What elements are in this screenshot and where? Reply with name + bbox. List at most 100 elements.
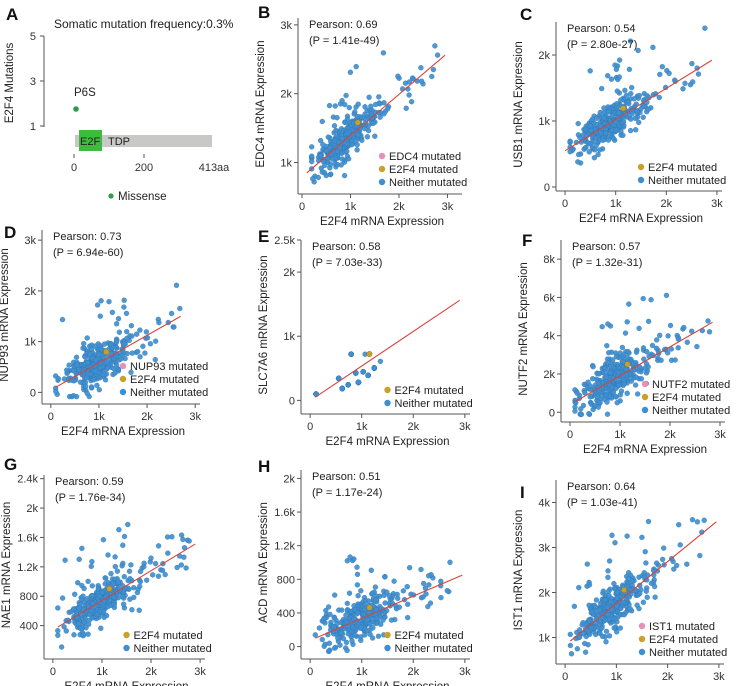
data-point [136, 607, 142, 613]
data-point [354, 147, 360, 153]
data-point [108, 570, 114, 577]
data-point [578, 411, 584, 418]
data-point [406, 565, 413, 571]
data-point [574, 646, 581, 652]
fit-line [564, 59, 713, 152]
legend-marker [638, 648, 646, 656]
data-point [116, 329, 123, 335]
data-point [619, 344, 626, 351]
data-point [600, 137, 606, 144]
data-point [81, 585, 87, 592]
data-point [121, 304, 127, 310]
data-point [605, 73, 611, 79]
data-point [604, 399, 610, 405]
mutation-lollipop-point [73, 106, 79, 112]
y-tick-label: 3k [538, 543, 550, 555]
x-tick-label: 3k [194, 666, 206, 678]
data-point [137, 354, 143, 360]
data-point [77, 379, 84, 385]
data-point [641, 103, 647, 109]
data-point [588, 625, 595, 631]
data-point [597, 600, 604, 606]
y-axis-label: ACD mRNA Expression [258, 502, 270, 623]
data-point [391, 578, 397, 584]
data-point [637, 590, 643, 597]
data-point [128, 562, 134, 568]
data-point [100, 537, 107, 543]
p-value-text: (P = 1.41e-49) [309, 35, 379, 47]
data-point [358, 637, 364, 644]
data-point [598, 130, 604, 137]
data-point [613, 354, 620, 360]
data-point [319, 118, 325, 125]
legend-label: E2F4 mutated [652, 392, 721, 404]
data-point [578, 406, 584, 412]
data-point [169, 534, 175, 540]
y-tick-label: 1k [538, 116, 550, 128]
data-point [642, 549, 648, 555]
data-point [625, 99, 631, 105]
data-point [362, 126, 368, 132]
data-point [652, 594, 658, 600]
panel-a-xtick-label: 0 [71, 162, 77, 174]
data-point [336, 375, 342, 381]
data-point [76, 556, 82, 562]
data-point [600, 588, 607, 594]
data-point [635, 47, 641, 54]
pearson-text: Pearson: 0.69 [309, 19, 378, 31]
data-point [147, 341, 154, 347]
data-point [59, 316, 66, 323]
panel-label: H [258, 457, 270, 476]
data-point [321, 643, 327, 649]
pearson-text: Pearson: 0.51 [312, 471, 381, 483]
y-tick-label: 1k [24, 337, 36, 349]
x-tick-label: 3k [442, 201, 454, 213]
data-point [606, 108, 612, 115]
fit-line [569, 521, 717, 642]
data-point [129, 607, 135, 613]
data-point [102, 377, 109, 383]
data-point [632, 382, 639, 388]
data-point [88, 563, 94, 570]
data-point [603, 392, 609, 398]
data-point [124, 328, 130, 335]
data-point [121, 297, 127, 303]
data-point [384, 106, 391, 112]
data-point [624, 533, 630, 539]
x-tick-label: 3k [459, 666, 471, 678]
data-point [614, 101, 620, 107]
data-point [690, 79, 696, 85]
data-point [653, 560, 660, 566]
data-point [131, 585, 137, 591]
data-point [610, 357, 616, 363]
panel-e-scatter: E 0 1k 2k 3k 0 1k 2k 2.5k E2F4 mRNA Expression SLC… [258, 227, 473, 448]
data-point [126, 568, 133, 574]
data-point [327, 171, 333, 178]
y-axis-label: SLC7A6 mRNA Expression [258, 255, 270, 394]
data-point [89, 346, 95, 352]
data-point [617, 392, 624, 398]
data-point [121, 574, 127, 580]
p-value-text: (P = 1.17e-24) [312, 487, 382, 499]
y-axis-label: NUTF2 mRNA Expression [518, 262, 530, 396]
data-point [595, 404, 601, 410]
data-point [380, 617, 386, 623]
data-point [576, 584, 582, 591]
pearson-text: Pearson: 0.54 [567, 23, 636, 35]
data-point [618, 97, 624, 103]
data-point [322, 162, 328, 169]
data-point [567, 642, 574, 649]
panel-a-xtick-label: 413aa [199, 162, 230, 174]
data-point [381, 610, 388, 616]
data-point [632, 115, 639, 121]
data-point [370, 120, 376, 126]
data-point [432, 43, 438, 49]
x-tick-label: 2k [661, 198, 673, 210]
data-point [114, 568, 121, 574]
y-axis-label: NUP93 mRNA Expression [0, 248, 11, 382]
data-point [116, 527, 122, 533]
data-point [365, 372, 371, 378]
data-point [345, 382, 351, 388]
data-point [613, 66, 620, 73]
panel-label: B [258, 3, 270, 22]
